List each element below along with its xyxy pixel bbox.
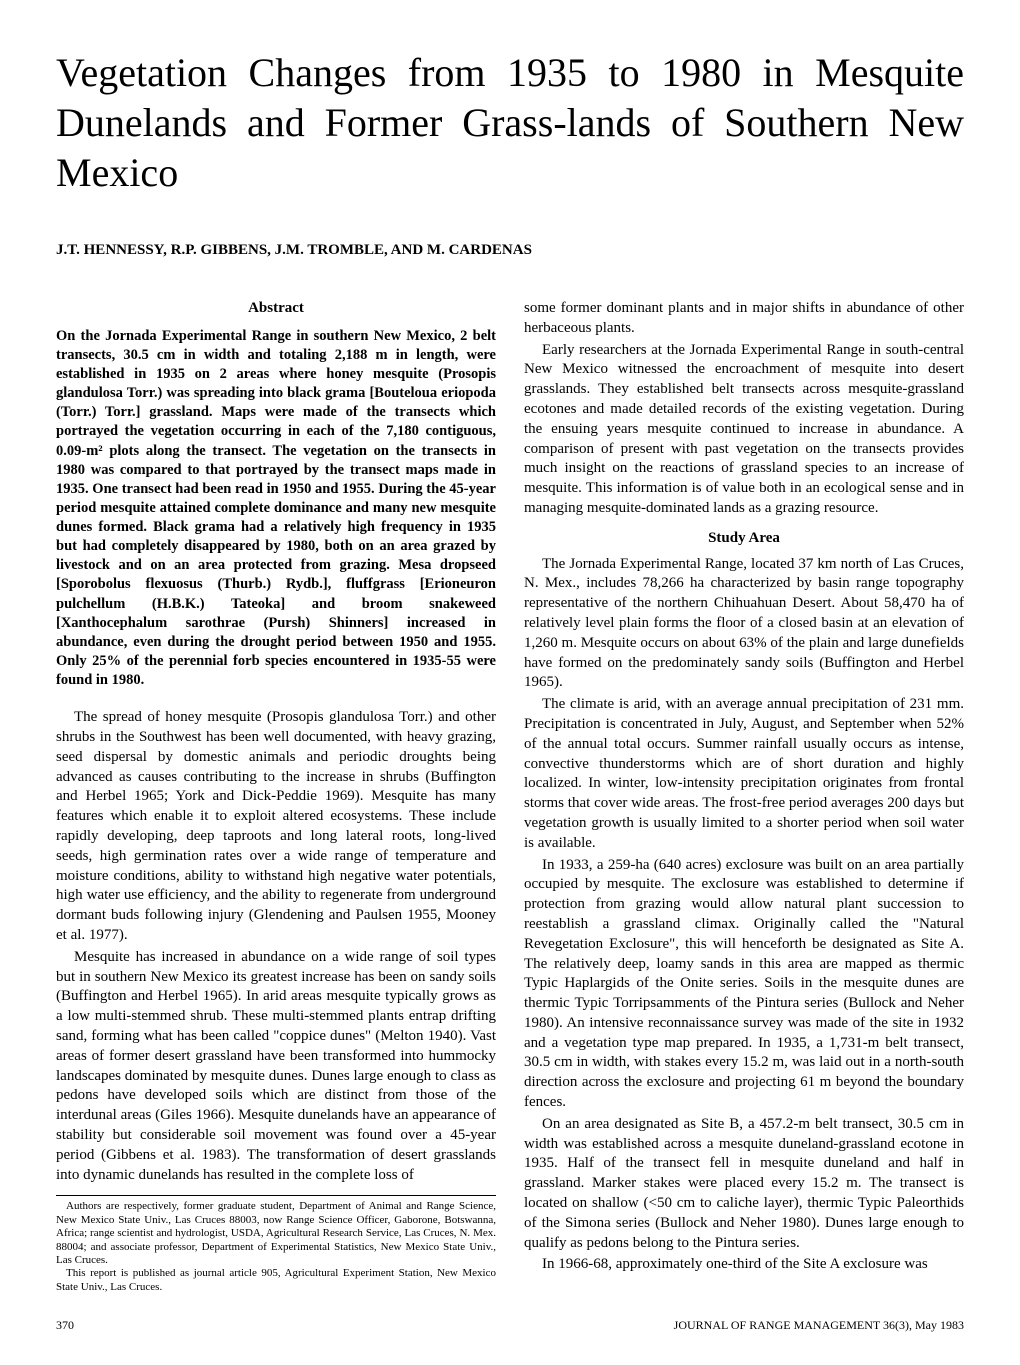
body-paragraph: The spread of honey mesquite (Prosopis g… <box>56 708 496 946</box>
article-title: Vegetation Changes from 1935 to 1980 in … <box>56 48 964 198</box>
body-paragraph: In 1933, a 259-ha (640 acres) exclosure … <box>524 856 964 1113</box>
abstract-text: On the Jornada Experimental Range in sou… <box>56 327 496 690</box>
body-paragraph: On an area designated as Site B, a 457.2… <box>524 1115 964 1254</box>
journal-citation: JOURNAL OF RANGE MANAGEMENT 36(3), May 1… <box>674 1318 964 1333</box>
body-paragraph: The Jornada Experimental Range, located … <box>524 555 964 694</box>
footnote-text: This report is published as journal arti… <box>56 1267 496 1294</box>
abstract-heading: Abstract <box>56 299 496 319</box>
body-paragraph: In 1966-68, approximately one-third of t… <box>524 1255 964 1275</box>
body-paragraph: The climate is arid, with an average ann… <box>524 695 964 853</box>
left-column: Abstract On the Jornada Experimental Ran… <box>56 299 496 1294</box>
body-paragraph: Mesquite has increased in abundance on a… <box>56 948 496 1186</box>
page-number: 370 <box>56 1318 74 1333</box>
section-heading-study-area: Study Area <box>524 529 964 549</box>
authors-line: J.T. HENNESSY, R.P. GIBBENS, J.M. TROMBL… <box>56 242 964 259</box>
body-paragraph: some former dominant plants and in major… <box>524 299 964 339</box>
body-paragraph: Early researchers at the Jornada Experim… <box>524 341 964 519</box>
right-column: some former dominant plants and in major… <box>524 299 964 1294</box>
footnote-divider <box>56 1195 496 1196</box>
page-footer: 370 JOURNAL OF RANGE MANAGEMENT 36(3), M… <box>56 1318 964 1333</box>
two-column-layout: Abstract On the Jornada Experimental Ran… <box>56 299 964 1294</box>
footnote-text: Authors are respectively, former graduat… <box>56 1200 496 1267</box>
